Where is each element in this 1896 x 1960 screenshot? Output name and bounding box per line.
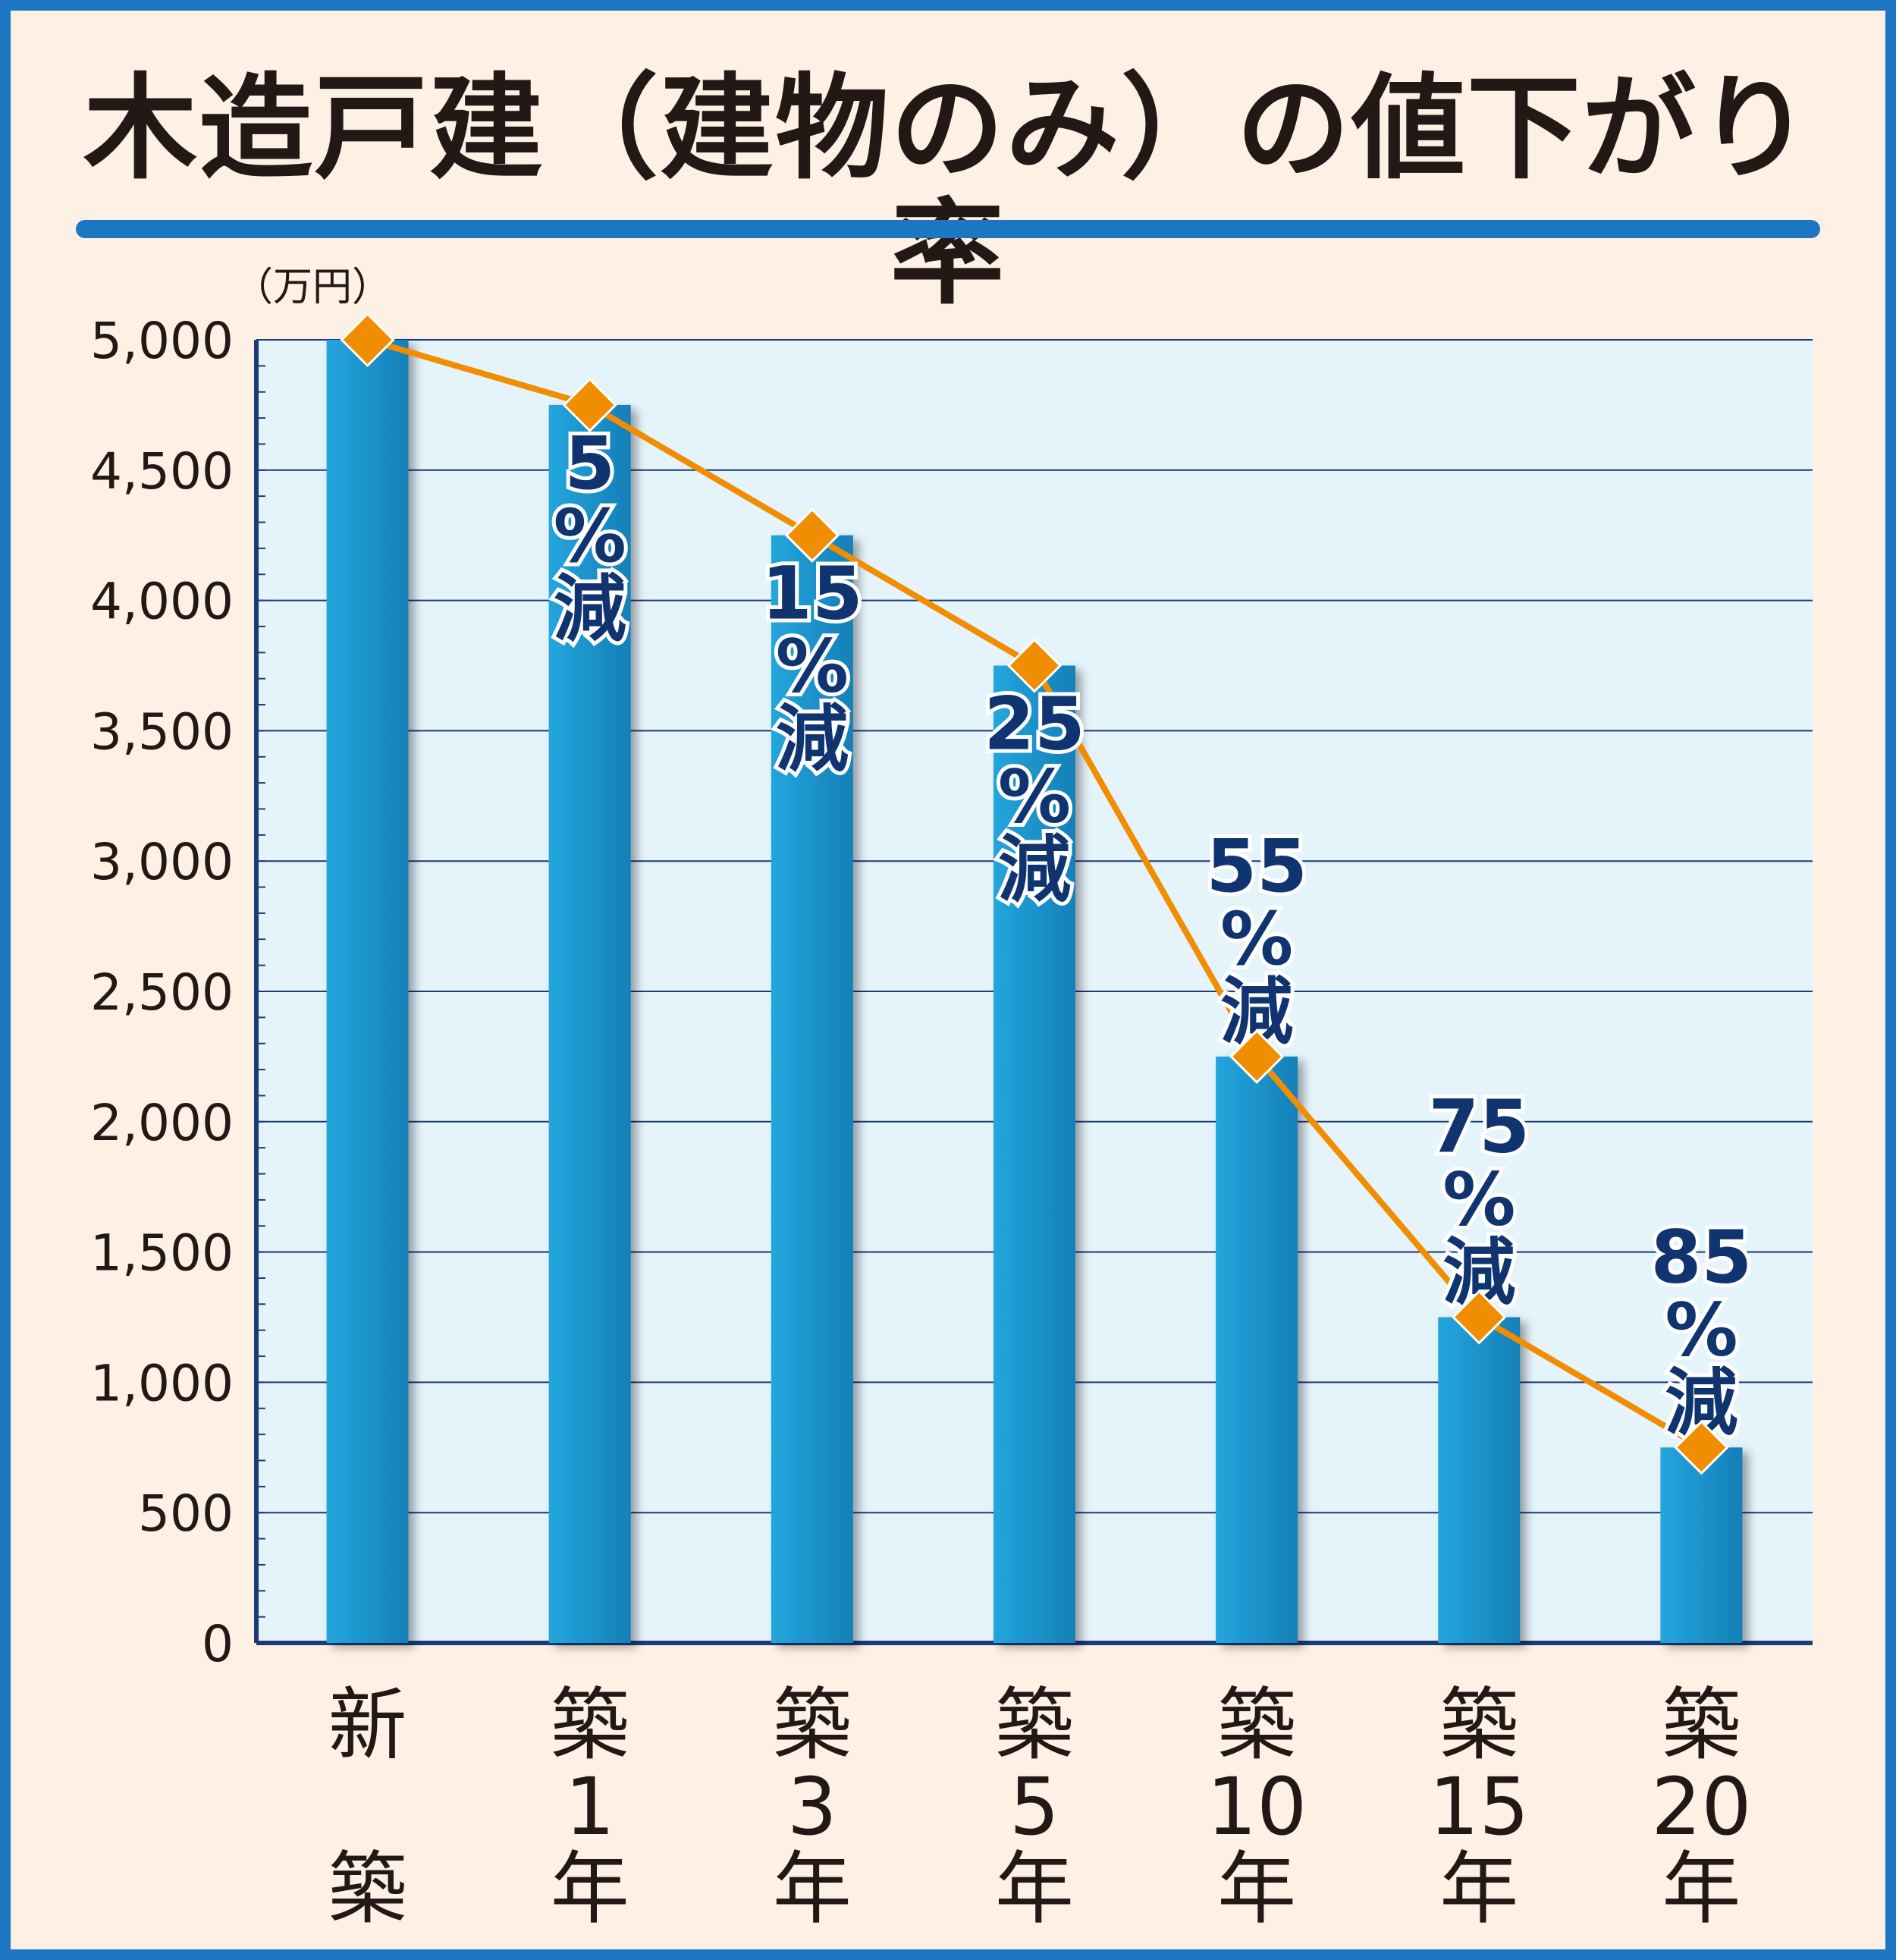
y-tick-label: 500	[138, 1484, 234, 1543]
x-tick-label: 築	[995, 1679, 1074, 1771]
x-tick-label: 築	[773, 1679, 852, 1771]
bar-築15年	[1438, 1317, 1521, 1643]
data-label-築15年: %	[1442, 1157, 1515, 1242]
x-tick-label: 年	[1439, 1842, 1518, 1935]
x-tick-label: 年	[1217, 1842, 1296, 1935]
line-marker-築10年	[1229, 1029, 1285, 1085]
y-tick-label: 0	[202, 1615, 234, 1673]
line-marker-築5年	[1006, 638, 1063, 693]
y-tick-label: 1,000	[90, 1354, 234, 1412]
x-tick-label: 築	[551, 1679, 629, 1771]
bar-築10年	[1216, 1056, 1298, 1643]
data-label-築10年: 減	[1220, 969, 1293, 1054]
x-tick-label: 1	[565, 1761, 615, 1853]
x-tick-label: 築	[328, 1842, 407, 1935]
x-tick-label: 築	[1662, 1679, 1741, 1771]
data-label-築20年: 85	[1651, 1214, 1753, 1299]
data-label-築20年: %	[1665, 1287, 1737, 1372]
line-marker-築15年	[1452, 1289, 1507, 1345]
bar-築5年	[994, 665, 1075, 1643]
bar-築20年	[1660, 1447, 1743, 1643]
x-tick-label: 3	[787, 1761, 837, 1853]
line-marker-新築	[340, 312, 395, 368]
x-tick-label: 築	[1217, 1679, 1296, 1771]
x-tick-label: 20	[1651, 1761, 1751, 1853]
y-tick-label: 4,500	[90, 442, 234, 501]
line-marker-築3年	[784, 507, 840, 563]
bar-築1年	[548, 404, 631, 1643]
data-label-築1年: 5	[564, 421, 615, 506]
data-label-築3年: %	[776, 624, 849, 709]
x-tick-label: 築	[1439, 1679, 1518, 1771]
line-marker-築1年	[562, 377, 617, 433]
y-tick-label: 4,000	[90, 573, 234, 631]
line-marker-築20年	[1674, 1420, 1729, 1475]
x-tick-label: 年	[551, 1842, 629, 1935]
data-label-築15年: 75	[1428, 1085, 1530, 1170]
x-tick-label: 15	[1429, 1761, 1529, 1853]
bar-築3年	[771, 535, 853, 1644]
x-tick-label: 新	[328, 1679, 407, 1771]
x-tick-label: 年	[995, 1842, 1074, 1935]
y-tick-label: 5,000	[90, 312, 234, 370]
data-label-築1年: %	[554, 494, 626, 579]
y-tick-label: 2,500	[90, 963, 234, 1022]
x-tick-label: 5	[1009, 1761, 1059, 1853]
data-label-築10年: %	[1220, 897, 1293, 982]
bar-新築	[326, 340, 409, 1643]
x-tick-label: 年	[773, 1842, 852, 1935]
y-tick-label: 3,000	[90, 833, 234, 891]
y-tick-label: 1,500	[90, 1224, 234, 1283]
data-label-築3年: 15	[761, 551, 863, 636]
y-unit-label: （万円）	[234, 265, 391, 310]
data-label-築1年: 減	[554, 567, 626, 652]
data-label-築5年: %	[998, 755, 1071, 840]
chart-title: 木造戸建（建物のみ）の値下がり率	[83, 63, 1813, 320]
y-tick-label: 2,000	[90, 1094, 234, 1152]
y-tick-label: 3,500	[90, 702, 234, 761]
data-label-築5年: 25	[984, 682, 1085, 767]
data-label-築10年: 55	[1206, 824, 1307, 909]
data-label-築3年: 減	[776, 697, 849, 782]
title-underline	[76, 220, 1820, 238]
x-tick-label: 年	[1662, 1842, 1741, 1935]
data-label-築5年: 減	[998, 828, 1071, 912]
x-tick-label: 10	[1207, 1761, 1307, 1853]
